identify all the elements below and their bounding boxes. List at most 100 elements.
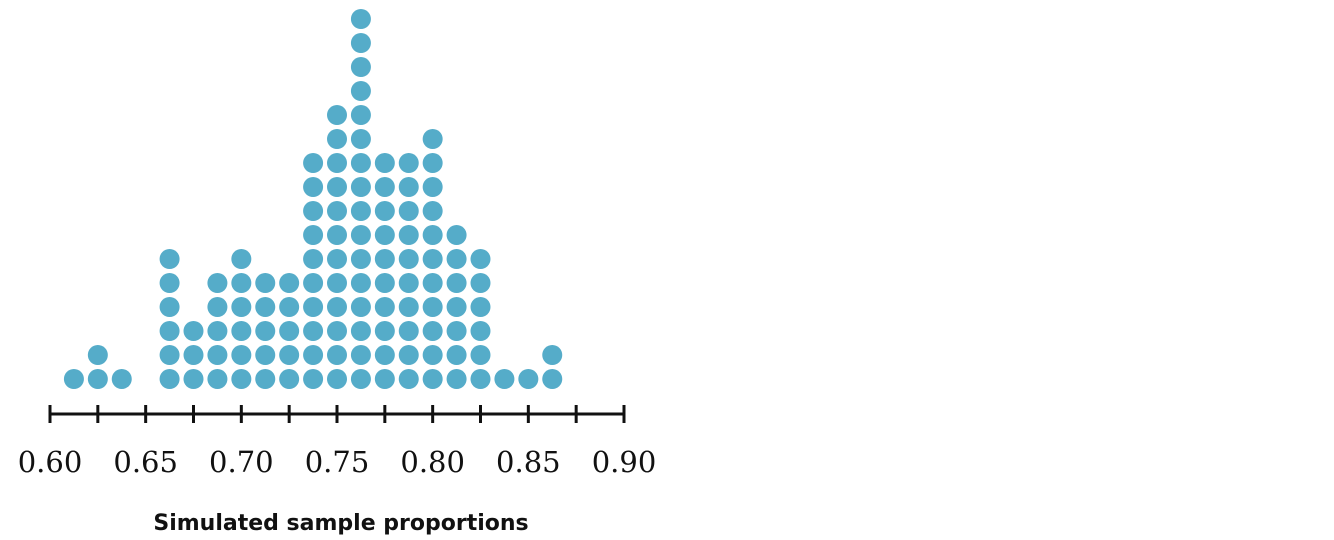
- data-dot: [303, 297, 324, 317]
- data-dot: [279, 345, 300, 365]
- data-dot: [207, 369, 228, 389]
- data-dot: [422, 153, 443, 173]
- data-dot: [374, 345, 395, 365]
- data-dot: [422, 129, 443, 149]
- data-dot: [350, 81, 371, 101]
- tick-labels: 0.60 0.65 0.70 0.75 0.80 0.85 0.90: [18, 445, 657, 479]
- data-dot: [159, 321, 180, 341]
- data-dot: [327, 201, 347, 221]
- data-dot: [422, 249, 443, 269]
- data-dot: [374, 177, 395, 197]
- data-dot: [350, 105, 371, 125]
- data-dot: [398, 153, 419, 173]
- data-dot: [470, 297, 491, 317]
- data-dot: [446, 345, 467, 365]
- data-dot: [183, 369, 204, 389]
- data-dot: [542, 369, 563, 389]
- data-dot: [207, 297, 228, 317]
- data-dot: [303, 273, 324, 293]
- x-axis-title: Simulated sample proportions: [153, 511, 528, 536]
- data-dot: [398, 273, 419, 293]
- data-dot: [303, 225, 324, 245]
- data-dot: [422, 369, 443, 389]
- data-dot: [374, 153, 395, 173]
- data-dot: [255, 321, 276, 341]
- data-dot: [279, 369, 300, 389]
- data-dot: [159, 273, 180, 293]
- data-dot: [446, 369, 467, 389]
- data-dot: [398, 225, 419, 245]
- data-dot: [159, 345, 180, 365]
- data-dot: [303, 177, 324, 197]
- data-dot: [350, 297, 371, 317]
- data-dot: [518, 369, 539, 389]
- data-dot: [327, 249, 347, 269]
- data-dot: [422, 225, 443, 245]
- data-dot: [231, 273, 252, 293]
- data-dot: [446, 273, 467, 293]
- data-dot: [255, 369, 276, 389]
- data-dot: [374, 297, 395, 317]
- data-dot: [87, 369, 108, 389]
- data-dot: [422, 201, 443, 221]
- x-tick-label: 0.85: [496, 445, 561, 479]
- data-dot: [374, 225, 395, 245]
- data-dot: [303, 249, 324, 269]
- data-dot: [398, 201, 419, 221]
- x-tick-label: 0.75: [305, 445, 370, 479]
- data-dot: [350, 225, 371, 245]
- data-dot: [350, 129, 371, 149]
- data-dot: [398, 249, 419, 269]
- data-dot: [327, 297, 347, 317]
- data-dot: [446, 297, 467, 317]
- data-dot: [350, 321, 371, 341]
- data-dot: [374, 321, 395, 341]
- data-dot: [327, 345, 347, 365]
- data-dot: [303, 153, 324, 173]
- data-dot: [87, 345, 108, 365]
- data-dot: [207, 345, 228, 365]
- data-dot: [231, 345, 252, 365]
- data-dot: [327, 369, 347, 389]
- data-dot: [350, 153, 371, 173]
- x-axis: [48, 405, 626, 423]
- data-dot: [422, 297, 443, 317]
- data-dot: [422, 177, 443, 197]
- data-dot: [398, 345, 419, 365]
- data-dot: [303, 321, 324, 341]
- x-tick-label: 0.60: [18, 445, 83, 479]
- data-dot: [470, 321, 491, 341]
- data-dot: [159, 297, 180, 317]
- dots-layer: [63, 9, 563, 389]
- data-dot: [255, 345, 276, 365]
- data-dot: [63, 369, 84, 389]
- data-dot: [374, 249, 395, 269]
- data-dot: [422, 345, 443, 365]
- data-dot: [327, 129, 347, 149]
- x-tick-label: 0.80: [400, 445, 465, 479]
- data-dot: [327, 273, 347, 293]
- data-dot: [350, 33, 371, 53]
- data-dot: [398, 297, 419, 317]
- data-dot: [183, 321, 204, 341]
- data-dot: [303, 201, 324, 221]
- data-dot: [207, 273, 228, 293]
- data-dot: [374, 273, 395, 293]
- data-dot: [350, 201, 371, 221]
- data-dot: [231, 369, 252, 389]
- data-dot: [111, 369, 132, 389]
- data-dot: [494, 369, 515, 389]
- data-dot: [446, 321, 467, 341]
- data-dot: [207, 321, 228, 341]
- data-dot: [255, 273, 276, 293]
- data-dot: [350, 369, 371, 389]
- data-dot: [255, 297, 276, 317]
- data-dot: [542, 345, 563, 365]
- data-dot: [183, 345, 204, 365]
- data-dot: [398, 369, 419, 389]
- data-dot: [327, 177, 347, 197]
- data-dot: [231, 321, 252, 341]
- data-dot: [422, 273, 443, 293]
- data-dot: [350, 345, 371, 365]
